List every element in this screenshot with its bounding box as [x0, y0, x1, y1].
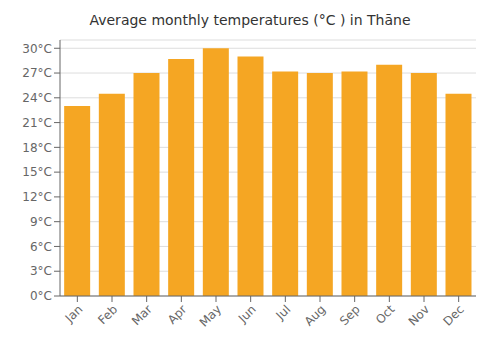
svg-text:21°C: 21°C: [22, 116, 52, 130]
svg-text:27°C: 27°C: [22, 66, 52, 80]
svg-text:30°C: 30°C: [22, 42, 52, 56]
svg-text:9°C: 9°C: [30, 215, 52, 229]
svg-text:Jan: Jan: [62, 302, 86, 326]
svg-text:6°C: 6°C: [30, 240, 52, 254]
svg-text:Feb: Feb: [95, 302, 120, 327]
svg-text:Oct: Oct: [373, 302, 398, 327]
svg-text:18°C: 18°C: [22, 141, 52, 155]
svg-text:Sep: Sep: [337, 302, 363, 328]
svg-text:Jun: Jun: [235, 302, 259, 326]
html-text:Average monthly temperatures (: Average monthly temperatures (°C ) in Th…: [89, 12, 411, 28]
svg-text:3°C: 3°C: [30, 264, 52, 278]
svg-text:Aug: Aug: [302, 302, 328, 328]
svg-text:0°C: 0°C: [30, 289, 52, 303]
svg-text:Dec: Dec: [440, 302, 466, 328]
svg-text:May: May: [197, 302, 224, 329]
svg-text:12°C: 12°C: [22, 190, 52, 204]
svg-text:Nov: Nov: [406, 302, 432, 328]
svg-text:Jul: Jul: [273, 302, 294, 323]
svg-text:15°C: 15°C: [22, 165, 52, 179]
svg-text:Apr: Apr: [165, 302, 190, 327]
svg-text:Mar: Mar: [129, 302, 155, 328]
svg-text:24°C: 24°C: [22, 91, 52, 105]
